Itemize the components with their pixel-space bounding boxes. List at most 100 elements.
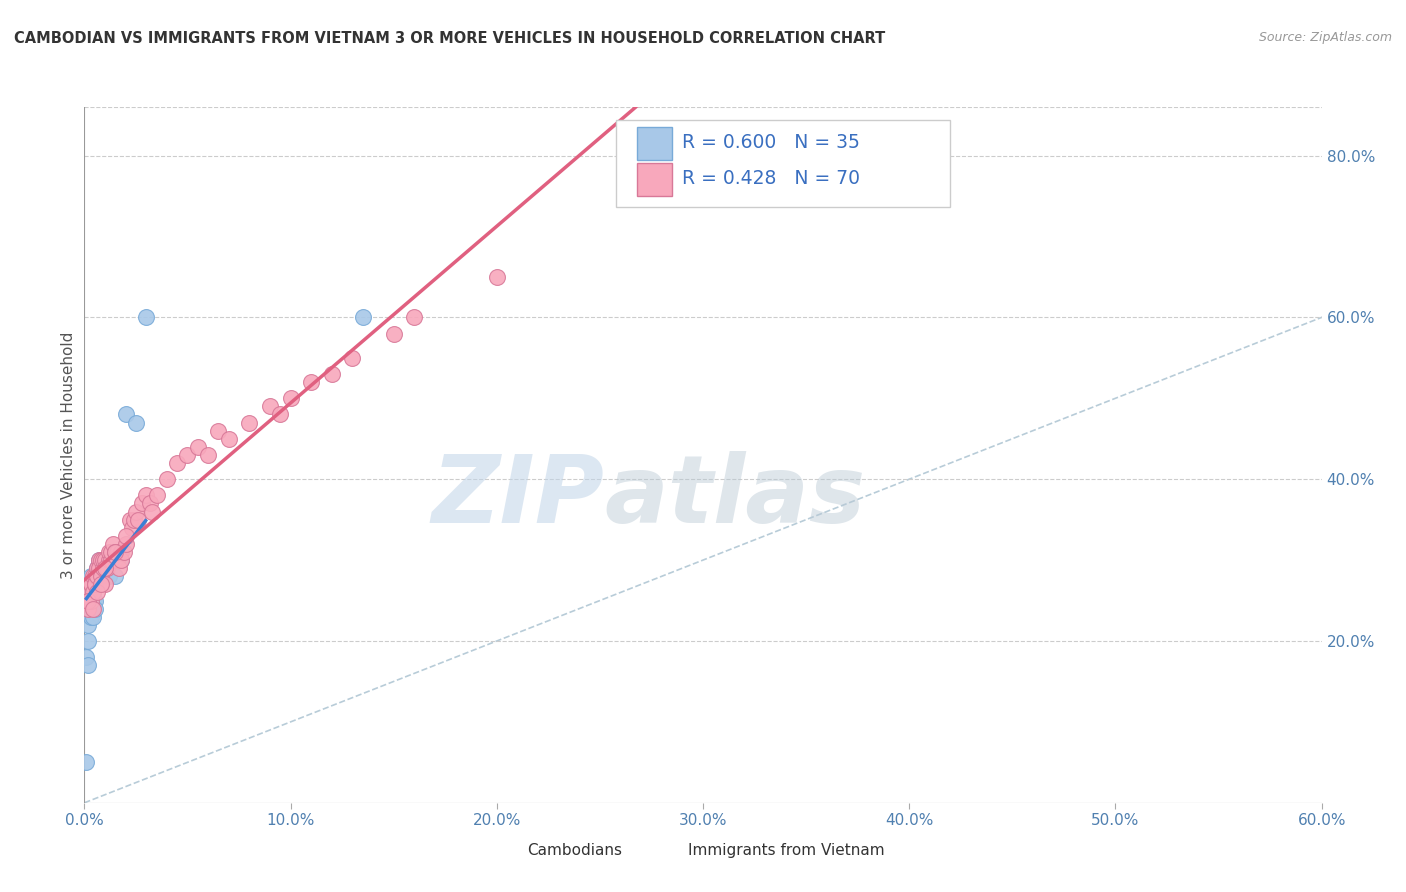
Point (79, 577, 101, 591)
Point (110, 553, 132, 567)
FancyBboxPatch shape (616, 120, 950, 207)
Point (91, 561, 114, 575)
Point (82, 609, 104, 624)
Point (197, 448, 219, 462)
Point (86, 569, 108, 583)
Point (98, 553, 121, 567)
Point (77, 617, 100, 632)
Point (82, 577, 104, 591)
Point (105, 553, 128, 567)
Point (77, 593, 100, 607)
Point (87, 561, 110, 575)
Point (90, 553, 112, 567)
Point (104, 545, 127, 559)
Point (86, 561, 108, 575)
Point (82, 601, 104, 615)
Point (83, 601, 105, 615)
Point (100, 545, 122, 559)
Point (90, 553, 112, 567)
Point (94, 553, 117, 567)
Point (352, 310, 374, 325)
Point (86, 561, 108, 575)
Point (79, 601, 101, 615)
Point (77, 658, 100, 673)
Point (114, 408, 136, 422)
Point (103, 537, 125, 551)
Point (131, 496, 153, 510)
Point (98, 553, 121, 567)
Point (91, 561, 114, 575)
Point (121, 521, 143, 535)
Point (404, 310, 426, 325)
Point (108, 561, 131, 575)
Point (77, 601, 100, 615)
Point (139, 496, 162, 510)
Point (75, 756, 97, 770)
Text: Source: ZipAtlas.com: Source: ZipAtlas.com (1258, 31, 1392, 45)
Point (259, 400, 281, 414)
Point (83, 593, 105, 607)
Point (83, 577, 105, 591)
Point (125, 416, 148, 430)
Point (79, 609, 101, 624)
Point (75, 593, 97, 607)
Point (90, 577, 112, 591)
Text: Cambodians: Cambodians (527, 843, 623, 857)
Point (90, 569, 112, 583)
Point (82, 593, 104, 607)
Point (77, 601, 100, 615)
Point (218, 432, 240, 446)
Point (96, 561, 118, 575)
Point (82, 585, 104, 599)
Point (176, 448, 198, 462)
Point (94, 561, 117, 575)
Point (104, 545, 127, 559)
Text: Immigrants from Vietnam: Immigrants from Vietnam (688, 843, 884, 857)
Point (110, 545, 132, 559)
Point (145, 488, 167, 502)
Point (82, 569, 104, 583)
Text: CAMBODIAN VS IMMIGRANTS FROM VIETNAM 3 OR MORE VEHICLES IN HOUSEHOLD CORRELATION: CAMBODIAN VS IMMIGRANTS FROM VIETNAM 3 O… (14, 31, 886, 46)
Point (166, 456, 188, 470)
Point (118, 513, 141, 527)
Point (112, 545, 135, 559)
Point (83, 577, 105, 591)
Point (86, 585, 108, 599)
Point (77, 585, 100, 599)
Bar (492, 837, 520, 863)
Point (382, 326, 405, 341)
Text: ZIP: ZIP (432, 450, 605, 542)
Point (83, 569, 105, 583)
Point (100, 553, 122, 567)
Point (114, 537, 136, 551)
Point (83, 577, 105, 591)
Point (79, 585, 101, 599)
Point (94, 561, 117, 575)
Point (104, 553, 127, 567)
Point (87, 553, 110, 567)
Point (207, 424, 229, 438)
Point (94, 553, 117, 567)
Point (87, 569, 110, 583)
Point (98, 569, 121, 583)
Point (79, 569, 101, 583)
Point (79, 593, 101, 607)
Point (321, 367, 343, 381)
Point (91, 553, 114, 567)
Point (79, 577, 101, 591)
Point (141, 504, 163, 518)
Point (79, 577, 101, 591)
Bar (654, 837, 681, 863)
Point (238, 416, 260, 430)
Point (86, 569, 108, 583)
Point (122, 513, 145, 527)
Point (269, 408, 291, 422)
Text: atlas: atlas (605, 450, 865, 542)
Point (77, 634, 100, 648)
Point (135, 488, 157, 502)
Text: R = 0.600   N = 35: R = 0.600 N = 35 (682, 133, 860, 152)
Point (135, 310, 157, 325)
Point (127, 513, 149, 527)
Point (299, 375, 322, 389)
Point (187, 440, 209, 454)
